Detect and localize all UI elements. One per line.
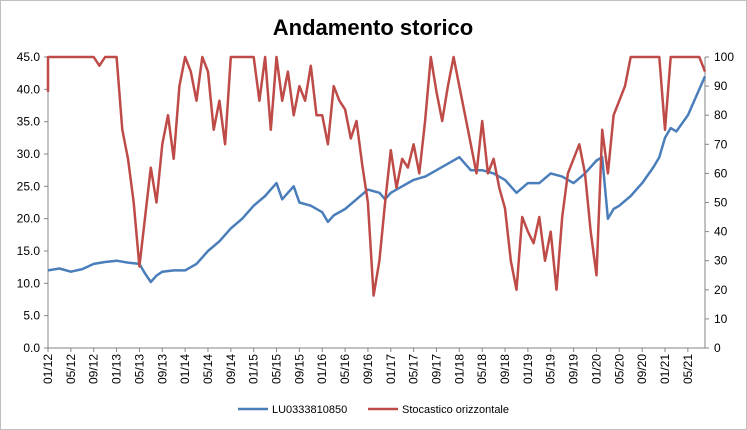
y-right-tick-label: 80 (714, 108, 728, 122)
y-right-tick-label: 70 (714, 137, 728, 151)
x-tick-label: 09/18 (498, 354, 512, 384)
y-left-tick-label: 30.0 (17, 147, 41, 161)
x-tick-label: 09/15 (292, 354, 306, 384)
x-tick-label: 05/17 (407, 354, 421, 384)
y-left-tick-label: 25.0 (17, 179, 41, 193)
x-tick-label: 05/15 (270, 354, 284, 384)
y-right-tick-label: 20 (714, 283, 728, 297)
y-right-tick-label: 30 (714, 254, 728, 268)
y-right-tick-label: 100 (714, 50, 734, 64)
y-left-tick-label: 35.0 (17, 115, 41, 129)
legend: LU0333810850 Stocastico orizzontale (238, 404, 509, 416)
y-right-tick-label: 90 (714, 79, 728, 93)
y-left-tick-label: 20.0 (17, 212, 41, 226)
x-tick-label: 05/21 (681, 354, 695, 384)
legend-label-2: Stocastico orizzontale (402, 404, 509, 416)
x-tick-label: 05/19 (544, 354, 558, 384)
y-left-tick-label: 0.0 (23, 341, 40, 355)
x-tick-label: 09/12 (87, 354, 101, 384)
x-tick-label: 05/18 (475, 354, 489, 384)
legend-label-1: LU0333810850 (272, 404, 347, 416)
x-tick-label: 01/19 (521, 354, 535, 384)
x-tick-label: 05/16 (338, 354, 352, 384)
x-tick-label: 01/14 (178, 354, 192, 384)
series-group (46, 55, 707, 297)
x-tick-label: 05/13 (132, 354, 146, 384)
x-tick-label: 01/13 (110, 354, 124, 384)
x-tick-label: 01/12 (41, 354, 55, 384)
x-tick-label: 05/20 (612, 354, 626, 384)
x-tick-label: 01/15 (247, 354, 261, 384)
y-right-tick-label: 60 (714, 166, 728, 180)
chart-title: Andamento storico (273, 15, 473, 40)
series-line-2 (46, 55, 707, 297)
x-tick-label: 09/14 (224, 354, 238, 384)
series-line-1 (47, 75, 707, 284)
x-tick-label: 05/14 (201, 354, 215, 384)
x-tick-label: 09/13 (155, 354, 169, 384)
y-right-tick-label: 10 (714, 312, 728, 326)
y-right-tick-label: 50 (714, 196, 728, 210)
x-tick-label: 09/20 (635, 354, 649, 384)
x-tick-label: 01/17 (384, 354, 398, 384)
y-axis-left: 0.0 5.0 10.0 15.0 20.0 25.0 30.0 35.0 40.0 45.0 (17, 50, 49, 355)
x-tick-label: 01/21 (658, 354, 672, 384)
y-left-tick-label: 15.0 (17, 244, 41, 258)
x-tick-label: 05/12 (64, 354, 78, 384)
y-left-tick-label: 10.0 (17, 276, 41, 290)
y-axis-right: 0 10 20 30 40 50 60 70 80 90 100 (704, 50, 734, 355)
y-right-tick-label: 40 (714, 225, 728, 239)
x-tick-label: 01/20 (589, 354, 603, 384)
x-tick-label: 01/18 (452, 354, 466, 384)
x-tick-label: 09/19 (567, 354, 581, 384)
x-tick-label: 01/16 (315, 354, 329, 384)
y-left-tick-label: 5.0 (23, 309, 40, 323)
x-tick-label: 09/17 (429, 354, 443, 384)
y-right-tick-label: 0 (714, 341, 721, 355)
y-left-tick-label: 45.0 (17, 50, 41, 64)
y-left-tick-label: 40.0 (17, 82, 41, 96)
x-axis: 01/12 05/12 09/12 01/13 05/13 09/13 01/14 05/14… (41, 347, 705, 384)
x-tick-label: 09/16 (361, 354, 375, 384)
